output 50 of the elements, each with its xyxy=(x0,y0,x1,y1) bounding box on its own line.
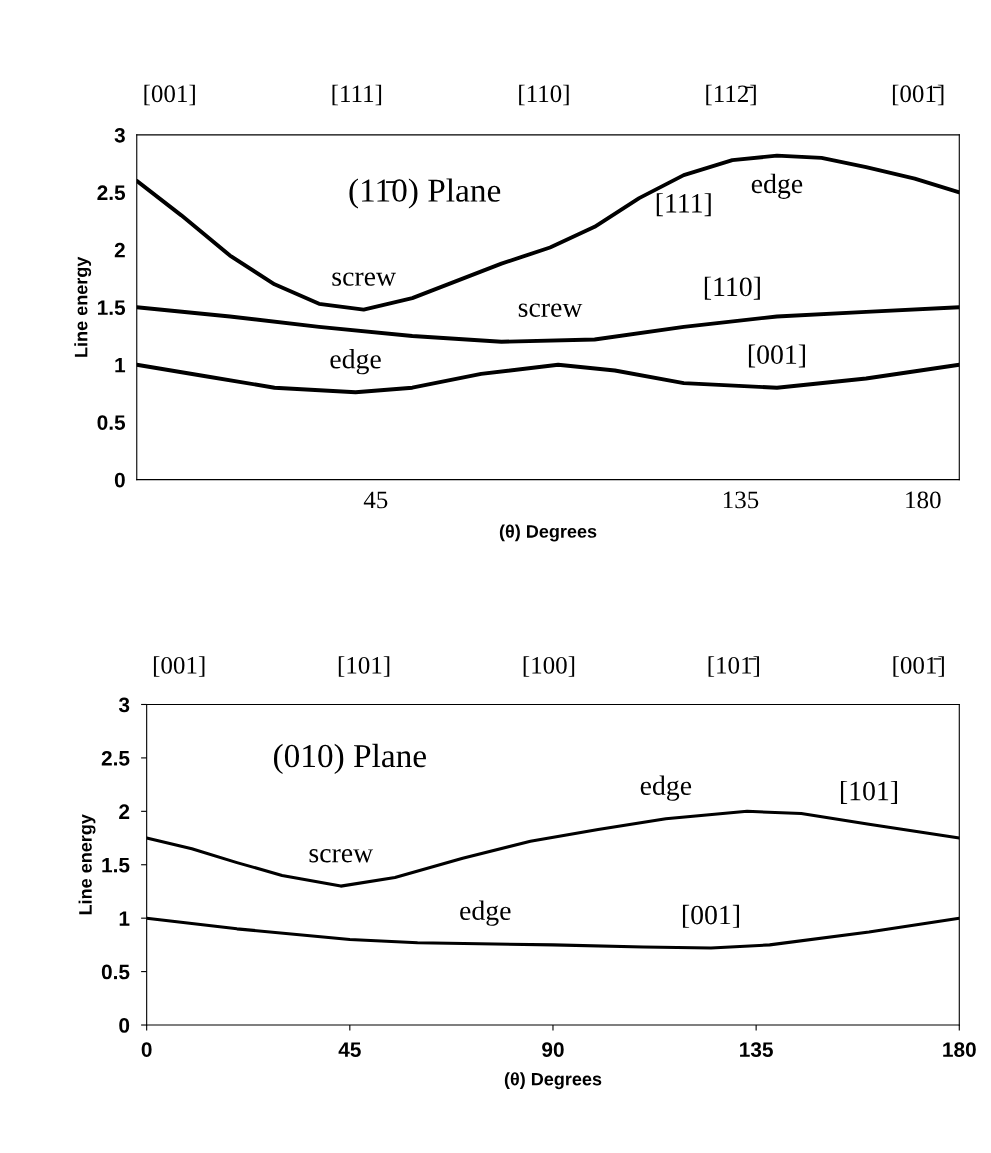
annotation: [101] xyxy=(840,780,898,804)
text: [001̄] xyxy=(893,656,944,677)
x-axis-title: (θ) Degrees xyxy=(499,524,597,542)
annotation: [001] xyxy=(748,344,805,368)
text: [001̄] xyxy=(892,84,944,106)
text: [101̄] xyxy=(708,656,760,677)
annotation: screw xyxy=(332,272,396,286)
annotation: [001] xyxy=(682,904,740,928)
y-tick-label: 1 xyxy=(115,357,126,373)
x-tick-label: 135 xyxy=(723,491,759,509)
x-tick-label: 180 xyxy=(906,491,941,509)
annotation: edge xyxy=(751,173,803,199)
y-tick-label: 2.5 xyxy=(97,185,126,201)
y-tick-label: 1.5 xyxy=(98,300,126,316)
text: [001] xyxy=(144,84,195,106)
text: [101] xyxy=(338,656,390,677)
annotation: edge xyxy=(460,900,511,926)
x-tick-label: 180 xyxy=(943,1042,976,1057)
x-tick-label: 90 xyxy=(542,1042,564,1057)
x-tick-label: 0 xyxy=(141,1042,152,1057)
annotation: [110] xyxy=(704,276,760,300)
x-tick-label: 135 xyxy=(740,1042,773,1058)
y-tick-label: 3 xyxy=(118,697,130,713)
text: [110] xyxy=(519,84,569,106)
y-tick-label: 2 xyxy=(119,804,130,819)
y-tick-label: 2 xyxy=(114,242,125,258)
y-tick-label: 2.5 xyxy=(101,750,130,766)
x-tick-label: 45 xyxy=(363,491,388,509)
y-tick-label: 1 xyxy=(119,911,130,926)
x-axis-title: (θ) Degrees xyxy=(504,1072,602,1090)
text: (11̄0) Plane xyxy=(349,178,501,209)
annotation: [111] xyxy=(656,193,711,217)
text: [111] xyxy=(332,84,382,106)
y-tick-label: 0.5 xyxy=(101,964,130,980)
y-axis-title: Line energy xyxy=(74,256,92,357)
y-tick-label: 1.5 xyxy=(102,857,130,873)
text: (010) Plane xyxy=(273,743,426,775)
text: [112̄] xyxy=(706,84,756,106)
y-tick-label: 0 xyxy=(119,1018,130,1033)
annotation: screw xyxy=(518,303,583,317)
y-axis-title: Line energy xyxy=(78,814,96,915)
text: [001] xyxy=(153,656,205,677)
x-tick-label: 45 xyxy=(338,1042,361,1057)
y-tick-label: 0 xyxy=(114,472,125,488)
annotation: edge xyxy=(640,775,692,801)
text: [100] xyxy=(523,656,575,677)
y-tick-label: 0.5 xyxy=(97,415,126,430)
annotation: screw xyxy=(309,849,374,863)
annotation: edge xyxy=(330,348,381,375)
y-tick-label: 3 xyxy=(114,127,125,143)
